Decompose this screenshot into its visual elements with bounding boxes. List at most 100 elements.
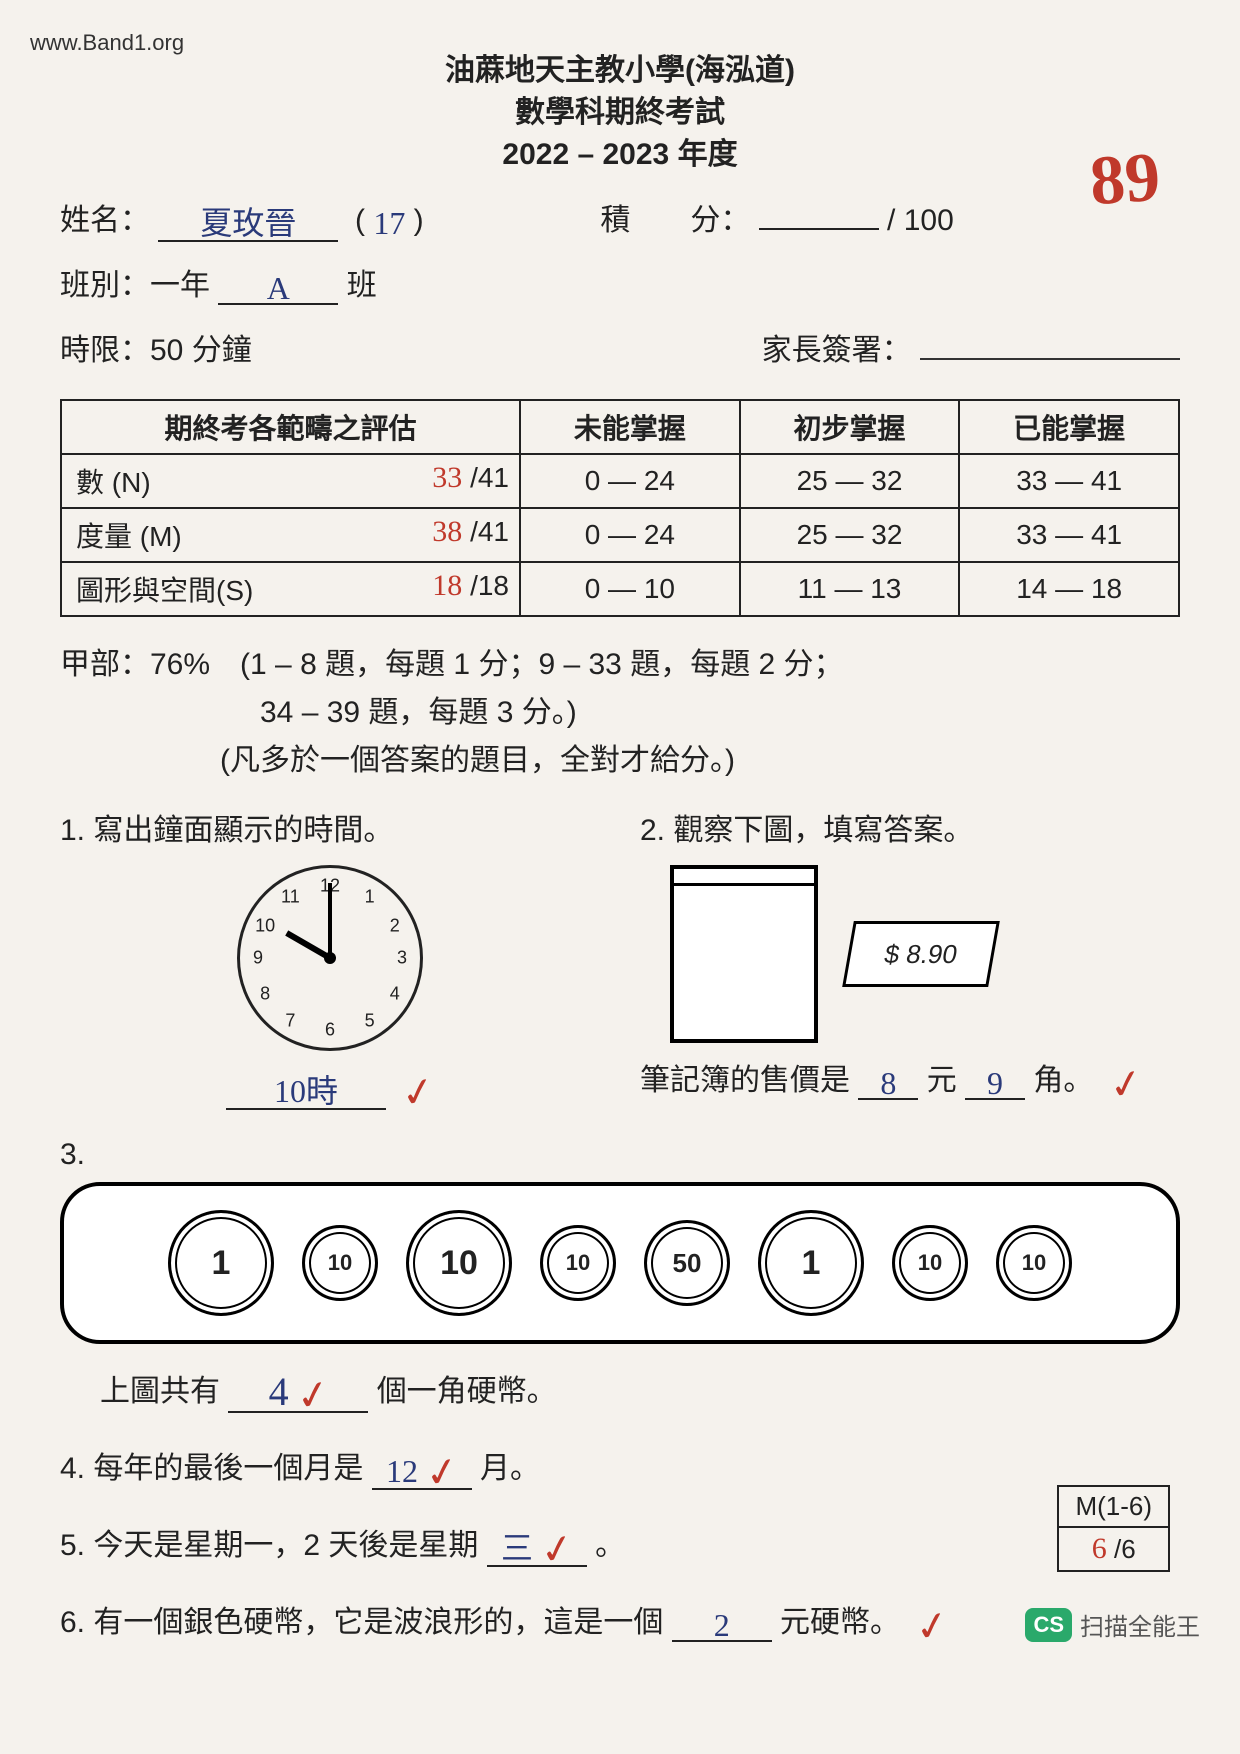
watermark: www.Band1.org	[30, 30, 184, 56]
question-5: 5. 今天是星期一，2 天後是星期 三✓ 。	[60, 1518, 1180, 1567]
th-col2: 初步掌握	[740, 400, 960, 454]
coin-icon: 10	[892, 1225, 968, 1301]
score-handwritten: 89	[1087, 138, 1162, 223]
th-category: 期終考各範疇之評估	[61, 400, 520, 454]
name-value: 夏玫晉	[200, 198, 296, 244]
question-2: 2. 觀察下圖，填寫答案。 $ 8.90 筆記簿的售價是 8 元 9 角。 ✓	[640, 805, 1180, 1110]
notebook-icon	[670, 865, 818, 1043]
time-limit: 時限：50 分鐘	[60, 325, 252, 369]
row-score: 18	[432, 569, 462, 602]
footer-score-box: M(1-6) 6 /6	[1057, 1485, 1170, 1572]
q3-answer: 4	[269, 1368, 289, 1415]
row-max: /18	[470, 570, 509, 601]
cell: 11 — 13	[740, 562, 960, 616]
seat-no: 17	[373, 205, 405, 242]
row-max: /41	[470, 462, 509, 493]
q5-text: 5. 今天是星期一，2 天後是星期	[60, 1529, 478, 1562]
score-label: 積 分：	[600, 204, 750, 237]
q2-jiao: 9	[987, 1065, 1003, 1102]
assessment-table: 期終考各範疇之評估 未能掌握 初步掌握 已能掌握 數 (N) 33 /41 0 …	[60, 399, 1180, 617]
table-row: 數 (N) 33 /41 0 — 24 25 — 32 33 — 41	[61, 454, 1179, 508]
cell: 25 — 32	[740, 454, 960, 508]
footer-label: M(1-6)	[1059, 1487, 1168, 1528]
class-row: 班別：一年 A 班	[60, 260, 1180, 305]
check-icon: ✓	[422, 1446, 463, 1498]
question-1: 1. 寫出鐘面顯示的時間。 12 1 2 3 4 5 6 7 8 9 10 11…	[60, 805, 600, 1110]
q2-text: 筆記簿的售價是	[640, 1064, 850, 1097]
coin-icon: 10	[540, 1225, 616, 1301]
year: 2022 – 2023 年度	[60, 134, 1180, 176]
q6-answer: 2	[714, 1607, 730, 1644]
price-tag: $ 8.90	[842, 921, 1000, 987]
check-icon: ✓	[398, 1066, 439, 1118]
cs-icon: CS	[1025, 1608, 1072, 1642]
table-row: 圖形與空間(S) 18 /18 0 — 10 11 — 13 14 — 18	[61, 562, 1179, 616]
check-icon: ✓	[912, 1600, 953, 1652]
q3-text: 個一角硬幣。	[377, 1375, 557, 1408]
cell: 25 — 32	[740, 508, 960, 562]
class-label: 班別：一年	[60, 269, 210, 302]
q4-text: 4. 每年的最後一個月是	[60, 1452, 363, 1485]
scan-badge: CS 扫描全能王	[1025, 1607, 1200, 1642]
q2-unit: 角。	[1033, 1064, 1093, 1097]
q5-text: 。	[595, 1529, 625, 1562]
check-icon: ✓	[537, 1523, 578, 1575]
cell: 0 — 10	[520, 562, 740, 616]
sign-row: 家長簽署：	[762, 325, 1180, 369]
row-label: 圖形與空間(S)	[76, 575, 253, 606]
coin-icon: 50	[644, 1220, 730, 1306]
sign-label: 家長簽署：	[762, 334, 912, 367]
q2-prompt: 2. 觀察下圖，填寫答案。	[640, 805, 1180, 849]
coin-icon: 10	[302, 1225, 378, 1301]
total-score: / 100	[887, 204, 954, 237]
cell: 33 — 41	[959, 508, 1179, 562]
q6-text: 元硬幣。	[780, 1606, 900, 1639]
section-line: 34 – 39 題，每題 3 分。)	[60, 689, 1180, 737]
coin-icon: 10	[406, 1210, 512, 1316]
coin-icon: 1	[758, 1210, 864, 1316]
row-max: /41	[470, 516, 509, 547]
row-label: 度量 (M)	[76, 521, 182, 552]
name-label: 姓名：	[60, 204, 150, 237]
section-a-desc: 甲部：76% (1 – 8 題，每題 1 分；9 – 33 題，每題 2 分； …	[60, 641, 1180, 785]
q3-num: 3.	[60, 1138, 96, 1172]
q3-text: 上圖共有	[100, 1375, 220, 1408]
cell: 33 — 41	[959, 454, 1179, 508]
row-label: 數 (N)	[76, 467, 151, 498]
q1-answer: 10時	[274, 1066, 338, 1112]
q1-prompt: 1. 寫出鐘面顯示的時間。	[60, 805, 600, 849]
q4-text: 月。	[480, 1452, 540, 1485]
coins-box: 1 10 10 10 50 1 10 10	[60, 1182, 1180, 1344]
th-col3: 已能掌握	[959, 400, 1179, 454]
section-line: (凡多於一個答案的題目，全對才給分。)	[60, 737, 1180, 785]
cell: 0 — 24	[520, 454, 740, 508]
check-icon: ✓	[292, 1369, 333, 1421]
footer-max: /6	[1114, 1534, 1136, 1564]
class-suffix: 班	[347, 269, 377, 302]
table-row: 度量 (M) 38 /41 0 — 24 25 — 32 33 — 41	[61, 508, 1179, 562]
school-name: 油蔴地天主教小學(海泓道)	[60, 50, 1180, 92]
clock-icon: 12 1 2 3 4 5 6 7 8 9 10 11	[237, 865, 423, 1051]
name-row: 姓名： 夏玫晉 ( 17 ) 積 分： / 100	[60, 194, 1180, 242]
coin-icon: 10	[996, 1225, 1072, 1301]
cell: 14 — 18	[959, 562, 1179, 616]
q4-answer: 12	[386, 1453, 418, 1490]
section-line: 甲部：76% (1 – 8 題，每題 1 分；9 – 33 題，每題 2 分；	[60, 641, 1180, 689]
th-col1: 未能掌握	[520, 400, 740, 454]
q5-answer: 三	[501, 1523, 533, 1569]
q2-yuan: 8	[880, 1065, 896, 1102]
question-4: 4. 每年的最後一個月是 12✓ 月。	[60, 1441, 1180, 1490]
cell: 0 — 24	[520, 508, 740, 562]
scan-text: 扫描全能王	[1080, 1607, 1200, 1642]
footer-score: 6	[1092, 1532, 1107, 1565]
class-value: A	[267, 270, 290, 307]
check-icon: ✓	[1105, 1058, 1146, 1110]
question-3: 3. 1 10 10 10 50 1 10 10 上圖共有 4✓ 個一角硬幣。	[60, 1138, 1180, 1413]
row-score: 33	[432, 461, 462, 494]
coin-icon: 1	[168, 1210, 274, 1316]
question-6: 6. 有一個銀色硬幣，它是波浪形的，這是一個 2 元硬幣。 ✓	[60, 1595, 1180, 1642]
subject-name: 數學科期終考試	[60, 92, 1180, 134]
exam-header: 油蔴地天主教小學(海泓道) 數學科期終考試 2022 – 2023 年度	[60, 50, 1180, 176]
row-score: 38	[432, 515, 462, 548]
q2-unit: 元	[927, 1064, 957, 1097]
